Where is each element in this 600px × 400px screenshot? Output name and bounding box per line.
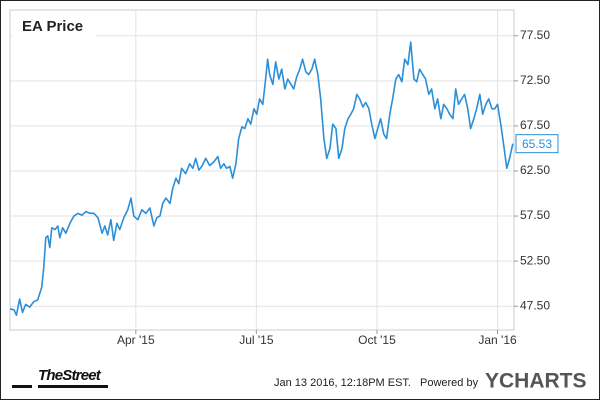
y-tick-label: 62.50 — [520, 163, 550, 177]
source-logo: TheStreet — [38, 367, 102, 384]
logo-bar — [12, 385, 32, 388]
y-tick-label: 47.50 — [520, 298, 550, 312]
y-tick-label: 77.50 — [520, 28, 550, 42]
price-line — [9, 41, 514, 317]
x-tick-label: Jul '15 — [239, 333, 274, 347]
logo-bar — [38, 385, 108, 388]
brand: YCHARTS — [485, 370, 587, 393]
chart-title: EA Price — [22, 18, 83, 35]
x-tick-label: Apr '15 — [117, 333, 155, 347]
y-tick-label: 52.50 — [520, 253, 550, 267]
x-tick-label: Jan '16 — [478, 333, 517, 347]
y-tick-label: 67.50 — [520, 118, 550, 132]
timestamp: Jan 13 2016, 12:18PM EST. — [274, 377, 411, 389]
y-tick-label: 72.50 — [520, 73, 550, 87]
x-tick-label: Oct '15 — [358, 333, 396, 347]
y-tick-label: 57.50 — [520, 208, 550, 222]
last-value-flag — [515, 134, 559, 154]
powered-by: Powered by — [420, 377, 479, 389]
title-box — [12, 12, 96, 40]
plot-border — [9, 9, 515, 331]
last-value-label: 65.53 — [522, 137, 552, 151]
